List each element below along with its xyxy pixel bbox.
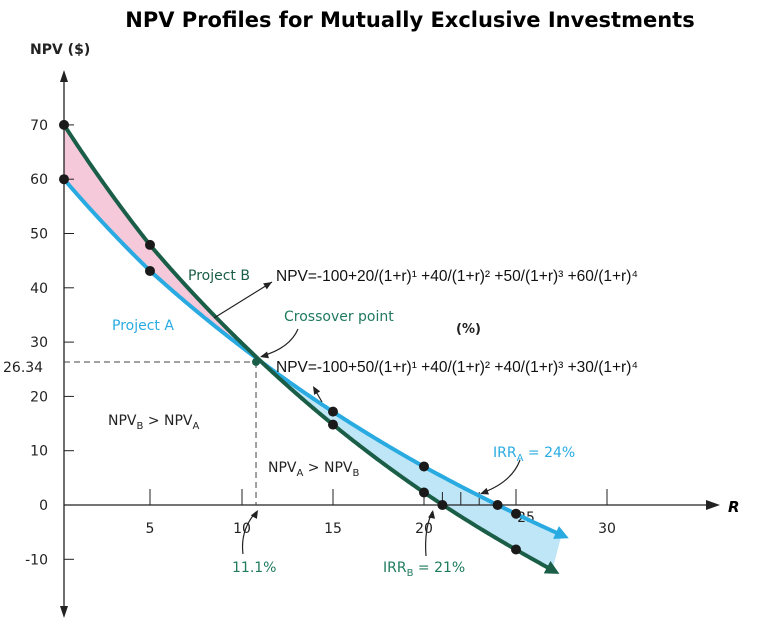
crossover-label: Crossover point <box>284 309 394 325</box>
y-tick-label: 60 <box>30 172 48 188</box>
project-b-point <box>437 500 448 510</box>
project-b-point <box>419 487 429 498</box>
y-axis-arrow-down-icon <box>60 606 68 618</box>
y-tick-label: -10 <box>25 552 48 568</box>
project-b-formula: NPV=-100+20/(1+r)¹ +40/(1+r)² +50/(1+r)³… <box>276 268 638 285</box>
y-tick-label: 0 <box>39 498 48 514</box>
irr-b-label: IRRB = 21% <box>383 560 465 579</box>
x-tick-label: 15 <box>324 521 342 537</box>
y-tick-label: 10 <box>30 444 48 460</box>
y-axis-label: NPV ($) <box>30 42 90 58</box>
project-a-curve <box>62 177 563 537</box>
project-b-pointer-arrow <box>213 281 273 319</box>
project-b-arrowhead-icon <box>543 561 560 574</box>
project-b-point <box>59 119 69 130</box>
crossover-point <box>252 357 261 366</box>
project-b-pointer-arrow-head-icon <box>263 282 272 290</box>
x-tick-label: 20 <box>415 521 433 537</box>
crossover-pointer-arrow <box>261 328 299 357</box>
y-tick-label: 20 <box>30 389 48 405</box>
irr-a-label: IRRA = 24% <box>493 445 575 464</box>
irr-b-pointer-arrow-head-icon <box>428 510 436 519</box>
chart-title: NPV Profiles for Mutually Exclusive Inve… <box>125 8 694 32</box>
x-unit-label: (%) <box>456 322 481 337</box>
npv-a-greater-label: NPVA > NPVB <box>268 460 359 479</box>
project-b-curve <box>62 123 554 572</box>
project-b-label: Project B <box>188 268 250 284</box>
x-tick-label: 10 <box>233 521 251 537</box>
project-a-point <box>59 174 69 185</box>
x-tick-label: 5 <box>146 521 155 537</box>
project-a-arrowhead-icon <box>553 526 569 539</box>
project-b-point <box>328 419 338 430</box>
irr-a-pointer-arrow <box>481 459 521 494</box>
crossover-x-pointer-arrow-head-icon <box>250 510 258 519</box>
y-axis-arrow-up-icon <box>60 70 68 82</box>
project-a-point <box>511 508 521 519</box>
project-b-point <box>145 239 155 250</box>
irr-a-pointer-arrow-head-icon <box>480 487 489 495</box>
project-a-point <box>419 461 429 472</box>
y-tick-label: 70 <box>30 118 48 134</box>
project-a-point <box>492 500 503 510</box>
crossover-x-value: 11.1% <box>232 560 276 576</box>
crossover-pointer-arrow-head-icon <box>260 351 269 359</box>
x-axis-label: R <box>728 498 740 516</box>
project-a-label: Project A <box>112 318 174 334</box>
y-tick-label: 30 <box>30 335 48 351</box>
x-tick-label: 30 <box>598 521 616 537</box>
project-a-point <box>145 265 155 276</box>
y-tick-label: 50 <box>30 227 48 243</box>
crossover-y-value: 26.34 <box>3 360 43 376</box>
project-b-point <box>511 544 521 555</box>
y-tick-label: 40 <box>30 281 48 297</box>
project-a-pointer-arrow-head-icon <box>313 386 321 395</box>
project-a-formula: NPV=-100+50/(1+r)¹ +40/(1+r)² +40/(1+r)³… <box>276 359 638 376</box>
npv-b-greater-label: NPVB > NPVA <box>108 413 200 432</box>
project-a-point <box>328 406 338 417</box>
x-axis-arrow-icon <box>706 500 720 510</box>
